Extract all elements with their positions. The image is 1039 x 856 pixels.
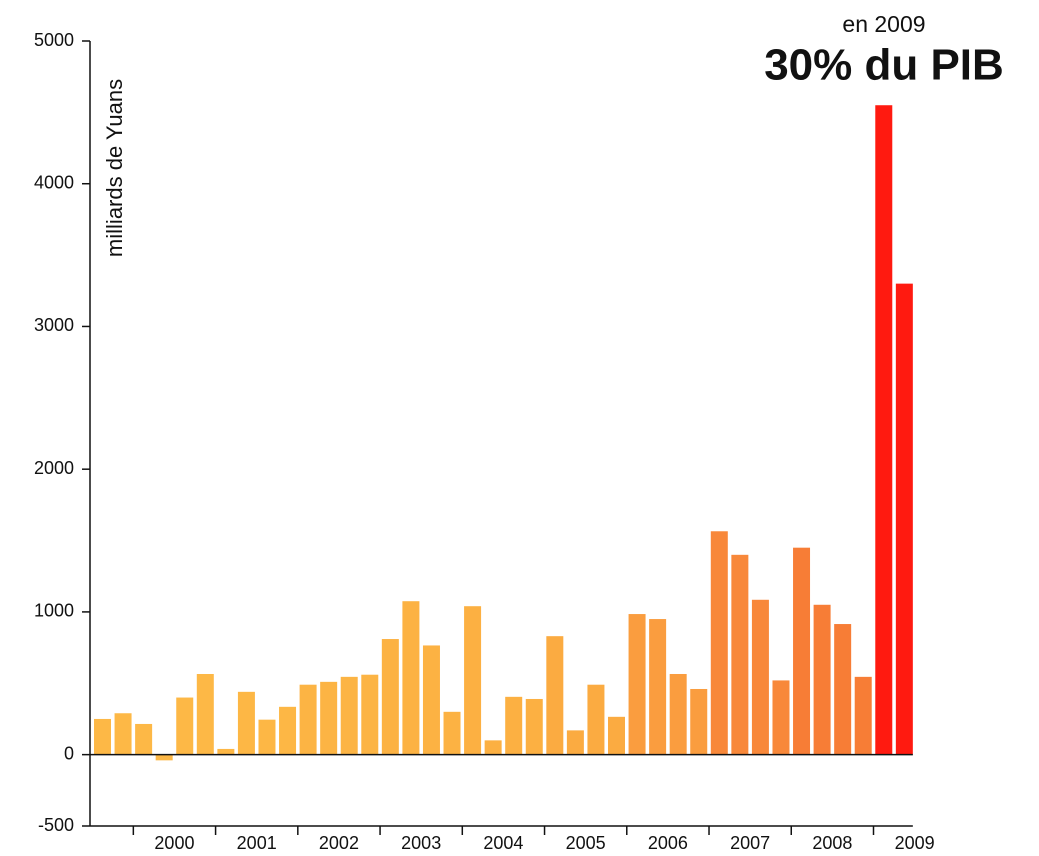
bar	[94, 718, 111, 755]
y-axis-label: milliards de Yuans	[102, 79, 127, 257]
bar	[751, 599, 769, 755]
x-tick-label: 2007	[730, 833, 770, 853]
bar	[443, 711, 461, 755]
x-tick-label: 2009	[895, 833, 935, 853]
bar	[320, 681, 338, 755]
bar	[793, 547, 811, 755]
y-tick-label: 2000	[34, 458, 74, 478]
x-tick-label: 2003	[401, 833, 441, 853]
bar	[628, 614, 646, 755]
bar	[505, 696, 523, 755]
y-tick-label: 0	[64, 743, 74, 763]
bar	[196, 673, 214, 755]
chart-subtitle: en 2009	[842, 11, 925, 37]
bar	[587, 684, 605, 755]
bar	[484, 740, 502, 755]
bar	[176, 697, 194, 755]
bar	[608, 716, 625, 755]
x-tick-label: 2001	[237, 833, 277, 853]
bar	[114, 713, 132, 755]
bar	[299, 684, 317, 755]
y-tick-label: 3000	[34, 315, 74, 335]
x-tick-label: 2005	[566, 833, 606, 853]
y-tick-label: 1000	[34, 601, 74, 621]
x-tick-label: 2002	[319, 833, 359, 853]
bar	[279, 706, 297, 755]
bar	[772, 680, 790, 755]
bar	[258, 719, 276, 755]
x-tick-label: 2004	[483, 833, 523, 853]
x-tick-label: 2008	[812, 833, 852, 853]
y-tick-label: -500	[38, 815, 74, 835]
bar	[834, 624, 852, 755]
bar	[155, 754, 173, 761]
bar	[381, 639, 399, 755]
bar	[340, 676, 358, 755]
bar	[361, 674, 379, 755]
bar	[649, 619, 667, 755]
x-tick-label: 2006	[648, 833, 688, 853]
bar	[669, 673, 687, 755]
bar	[217, 748, 235, 755]
chart-title: 30% du PIB	[764, 41, 1004, 90]
bar	[895, 283, 913, 755]
y-tick-label: 5000	[34, 30, 74, 50]
bar	[237, 691, 255, 755]
y-tick-label: 4000	[34, 172, 74, 192]
bar	[525, 698, 543, 755]
bar	[546, 636, 564, 755]
bar	[854, 676, 872, 755]
bar	[875, 105, 893, 755]
bar	[566, 730, 584, 755]
bar	[731, 554, 749, 755]
bar	[422, 645, 440, 755]
bar	[690, 688, 708, 755]
bar	[135, 723, 153, 755]
bar	[710, 531, 728, 755]
x-tick-label: 2000	[154, 833, 194, 853]
bar	[813, 604, 831, 755]
bar	[402, 601, 420, 755]
bar	[464, 606, 482, 755]
